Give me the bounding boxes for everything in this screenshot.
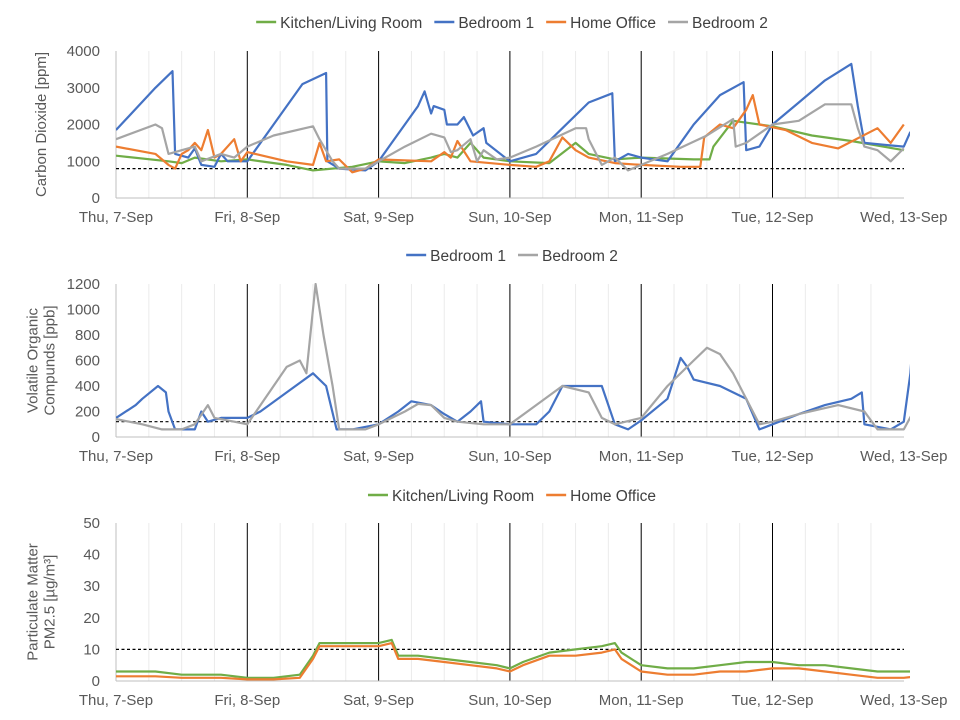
x-tick-label: Sat, 9-Sep	[343, 448, 414, 465]
y-tick-label: 0	[92, 190, 100, 207]
y-tick-label: 0	[92, 673, 100, 690]
y-axis-title: Carbon Dioxide [ppm]	[33, 52, 50, 197]
y-tick-label: 10	[83, 641, 100, 658]
y-tick-label: 3000	[67, 80, 100, 97]
y-tick-label: 0	[92, 429, 100, 446]
x-tick-label: Sun, 10-Sep	[468, 692, 551, 709]
y-tick-label: 1000	[67, 153, 100, 170]
legend-label-home-office: Home Office	[570, 488, 656, 505]
y-tick-label: 20	[83, 610, 100, 627]
y-axis-title: Particulate Matter	[25, 543, 42, 661]
legend-label-bedroom-2: Bedroom 2	[542, 248, 618, 265]
x-tick-label: Sat, 9-Sep	[343, 209, 414, 226]
x-tick-label: Thu, 7-Sep	[79, 692, 153, 709]
y-tick-label: 2000	[67, 117, 100, 134]
y-tick-label: 800	[75, 327, 100, 344]
legend-label-kitchen-living-room: Kitchen/Living Room	[392, 488, 534, 505]
x-tick-label: Tue, 12-Sep	[732, 209, 814, 226]
series-line-bedroom-2	[116, 103, 905, 172]
y-tick-label: 400	[75, 378, 100, 395]
y-tick-label: 600	[75, 353, 100, 370]
x-tick-label: Thu, 7-Sep	[79, 209, 153, 226]
x-tick-label: Tue, 12-Sep	[732, 448, 814, 465]
x-tick-label: Fri, 8-Sep	[214, 692, 280, 709]
x-tick-label: Wed, 13-Sep	[860, 448, 947, 465]
chart-co2: 0 1000 2000 3000 4000 Thu, 7-Sep Fri, 8-Sep Sat…	[33, 15, 947, 226]
x-tick-label: Sun, 10-Sep	[468, 209, 551, 226]
y-axis-title: Volatile Organic	[25, 307, 42, 413]
y-tick-label: 30	[83, 578, 100, 595]
x-tick-label: Wed, 13-Sep	[860, 692, 947, 709]
x-tick-label: Fri, 8-Sep	[214, 448, 280, 465]
y-tick-label: 40	[83, 547, 100, 564]
x-tick-label: Fri, 8-Sep	[214, 209, 280, 226]
series-line-kitchen-living-room	[116, 638, 910, 679]
chart-voc: 0 200 400 600 800 1000 1200 Thu, 7-Sep Fri, 8-Se…	[25, 248, 948, 465]
series-line-bedroom-1	[116, 62, 910, 172]
y-tick-label: 50	[83, 515, 100, 532]
legend-label-bedroom-2: Bedroom 2	[692, 15, 768, 32]
x-tick-label: Mon, 11-Sep	[599, 209, 684, 226]
y-axis-title: Compunds [ppb]	[42, 305, 59, 415]
y-tick-label: 4000	[67, 43, 100, 60]
legend-label-kitchen-living-room: Kitchen/Living Room	[280, 15, 422, 32]
y-axis-title: PM2.5 [µg/m³]	[42, 555, 59, 650]
x-tick-label: Sun, 10-Sep	[468, 448, 551, 465]
legend-label-home-office: Home Office	[570, 15, 656, 32]
x-tick-label: Tue, 12-Sep	[732, 692, 814, 709]
y-tick-label: 200	[75, 404, 100, 421]
series-line-home-office	[116, 94, 905, 174]
x-tick-label: Sat, 9-Sep	[343, 692, 414, 709]
x-tick-label: Wed, 13-Sep	[860, 209, 947, 226]
x-tick-label: Thu, 7-Sep	[79, 448, 153, 465]
legend-label-bedroom-1: Bedroom 1	[430, 248, 506, 265]
series-line-home-office	[116, 642, 910, 681]
y-tick-label: 1000	[67, 302, 100, 319]
y-tick-label: 1200	[67, 276, 100, 293]
chart-pm25: 0 10 20 30 40 50 Thu, 7-Sep Fri, 8-Sep Sat, 9-Se…	[25, 488, 948, 709]
x-tick-label: Mon, 11-Sep	[599, 692, 684, 709]
series-line-bedroom-2	[116, 283, 910, 431]
x-tick-label: Mon, 11-Sep	[599, 448, 684, 465]
legend-label-bedroom-1: Bedroom 1	[458, 15, 534, 32]
series-line-bedroom-1	[116, 356, 910, 431]
